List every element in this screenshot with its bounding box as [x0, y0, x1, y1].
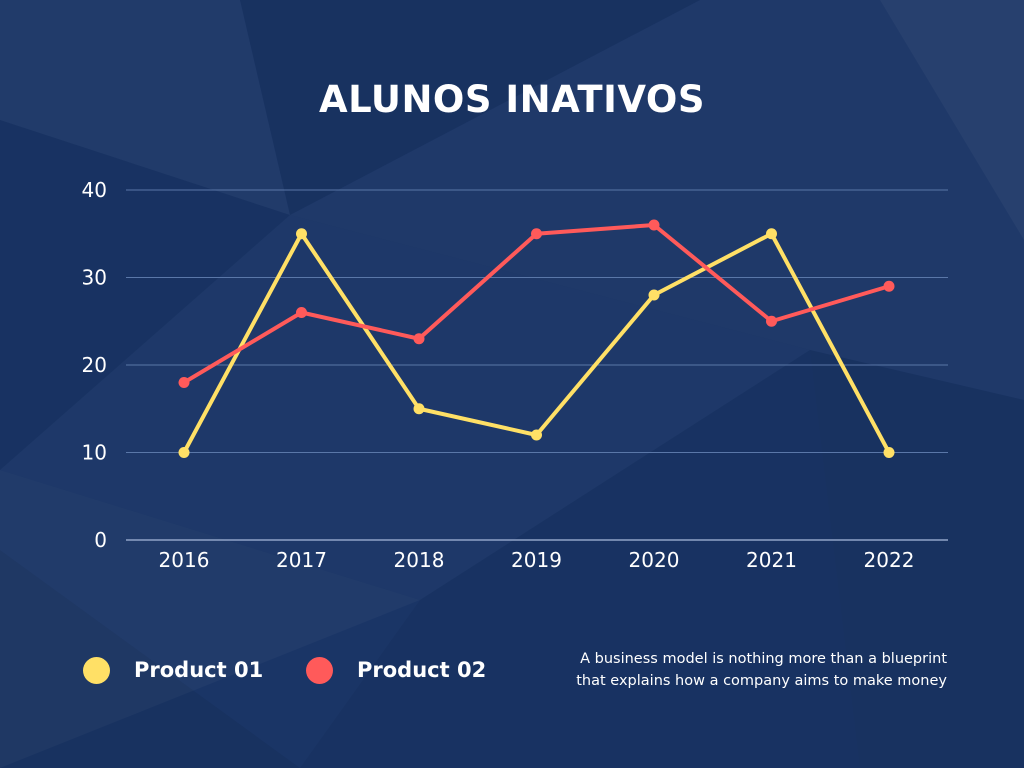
data-point-series-2 [296, 307, 307, 318]
data-point-series-1 [766, 228, 777, 240]
x-axis-tick-labels: 2016 2017 2018 2019 2020 2021 2022 [159, 548, 915, 572]
data-point-series-2 [766, 315, 777, 327]
data-point-series-1 [296, 228, 307, 240]
data-point-series-2 [648, 219, 660, 231]
data-point-series-2 [883, 280, 895, 292]
data-point-series-1 [413, 403, 425, 415]
data-point-series-1 [178, 447, 190, 458]
chart-title: ALUNOS INATIVOS [319, 78, 705, 121]
series-line-1 [182, 231, 891, 455]
y-axis-tick-labels: 0 10 20 30 40 [82, 178, 107, 552]
legend-swatch-product-02 [306, 656, 333, 684]
x-tick-label: 2022 [864, 548, 915, 572]
data-point-series-2 [178, 377, 190, 388]
x-tick-label: 2018 [394, 548, 445, 572]
x-tick-label: 2017 [276, 548, 327, 572]
data-point-series-1 [883, 447, 895, 458]
legend-label-product-01: Product 01 [134, 658, 264, 682]
footnote-line-1: A business model is nothing more than a … [580, 651, 947, 667]
data-point-series-2 [413, 333, 425, 345]
legend-item-product-02: Product 02 [306, 655, 486, 685]
data-point-series-1 [648, 289, 660, 301]
footnote-line-2: that explains how a company aims to make… [576, 673, 947, 689]
y-tick-label: 40 [82, 178, 107, 202]
x-tick-label: 2019 [511, 548, 562, 572]
footnote-text: A business model is nothing more than a … [547, 648, 947, 692]
grid-lines [126, 189, 948, 541]
x-tick-label: 2021 [746, 548, 797, 572]
legend-label-product-02: Product 02 [357, 658, 487, 682]
data-point-series-2 [531, 228, 542, 240]
x-tick-label: 2020 [629, 548, 680, 572]
series-line-2 [182, 223, 891, 385]
y-tick-label: 0 [94, 528, 107, 552]
legend-item-product-01: Product 01 [83, 655, 263, 685]
legend-swatch-product-01 [83, 656, 110, 684]
series-points [178, 219, 895, 458]
y-tick-label: 10 [82, 441, 107, 465]
x-tick-label: 2016 [159, 548, 210, 572]
series-lines [182, 223, 891, 455]
data-point-series-1 [531, 429, 542, 441]
y-tick-label: 20 [82, 353, 107, 377]
y-tick-label: 30 [82, 266, 107, 290]
